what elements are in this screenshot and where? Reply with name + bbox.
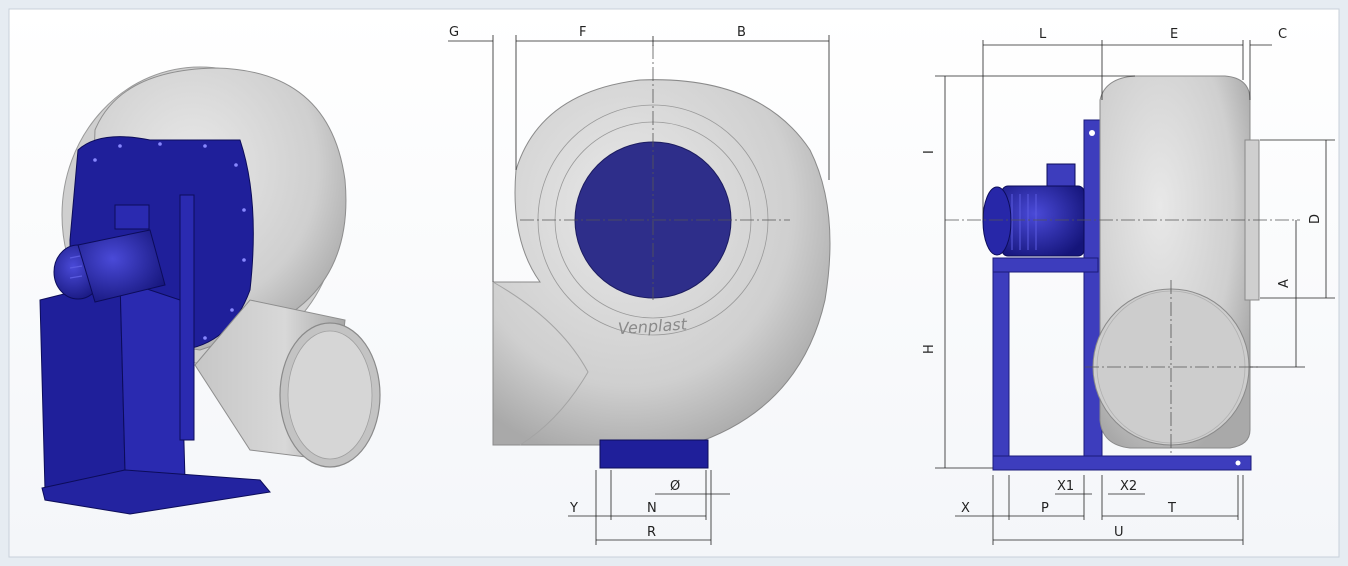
fan-side-view xyxy=(945,75,1300,471)
dim-label-x1: X1 xyxy=(1057,479,1074,494)
dim-label-l: L xyxy=(1039,27,1047,42)
dim-label-p: P xyxy=(1041,501,1049,516)
dim-label-a: A xyxy=(1277,279,1292,288)
dim-label-g: G xyxy=(449,25,459,40)
fan-isometric-view xyxy=(39,66,381,515)
dim-label-e: E xyxy=(1170,27,1178,42)
dim-label-d: D xyxy=(1308,214,1323,224)
dim-label-i: I xyxy=(922,150,937,154)
dim-label-phi: Ø xyxy=(670,479,680,494)
front-view-dimensions: G F B Y N R Ø xyxy=(448,25,830,545)
dim-label-c: C xyxy=(1278,27,1287,42)
fan-front-view: Venplast xyxy=(492,45,831,469)
dim-label-x: X xyxy=(961,501,970,516)
side-view-dimensions: L E C I H D A X P X1 X2 T U xyxy=(922,27,1335,545)
dim-label-b: B xyxy=(737,25,746,40)
dim-label-h: H xyxy=(922,344,937,354)
dim-label-x2: X2 xyxy=(1120,479,1137,494)
dim-label-u: U xyxy=(1114,525,1124,540)
dim-label-r: R xyxy=(647,525,656,540)
dim-label-y: Y xyxy=(569,501,578,516)
brand-logo-text: Venplast xyxy=(617,314,688,338)
dim-label-f: F xyxy=(579,25,586,40)
dim-label-n: N xyxy=(647,501,657,516)
dim-label-t: T xyxy=(1167,501,1176,516)
